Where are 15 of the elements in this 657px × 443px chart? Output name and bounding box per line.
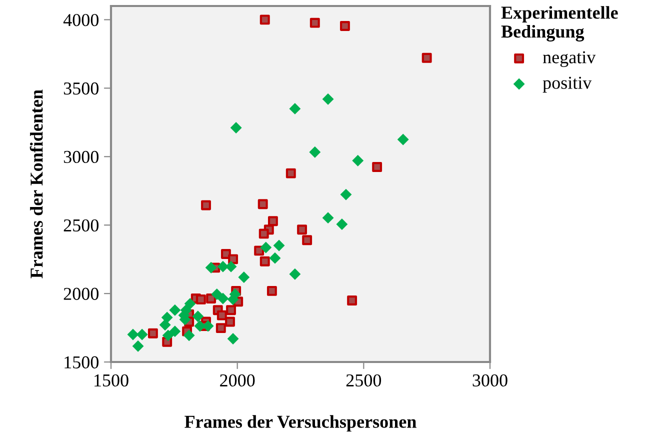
y-axis-title: Frames der Konfidenten [30, 90, 43, 278]
y-tick-label: 3500 [64, 82, 99, 95]
x-tick-label: 2500 [346, 374, 382, 387]
x-axis-title: Frames der Versuchspersonen [184, 415, 416, 432]
legend-title: Experimentelle Bedingung [501, 6, 618, 42]
legend-label: negativ [542, 51, 596, 68]
y-tick-label: 3000 [64, 150, 99, 164]
x-tick-label: 1500 [94, 374, 128, 387]
y-tick-label: 2000 [64, 288, 99, 300]
y-tick-label: 1500 [64, 356, 99, 368]
y-tick-label: 2500 [64, 219, 99, 232]
y-tick-label: 4000 [63, 14, 99, 26]
x-tick-label: 2000 [220, 374, 255, 387]
legend-label: positiv [542, 76, 592, 93]
x-tick-label: 3000 [472, 374, 508, 387]
